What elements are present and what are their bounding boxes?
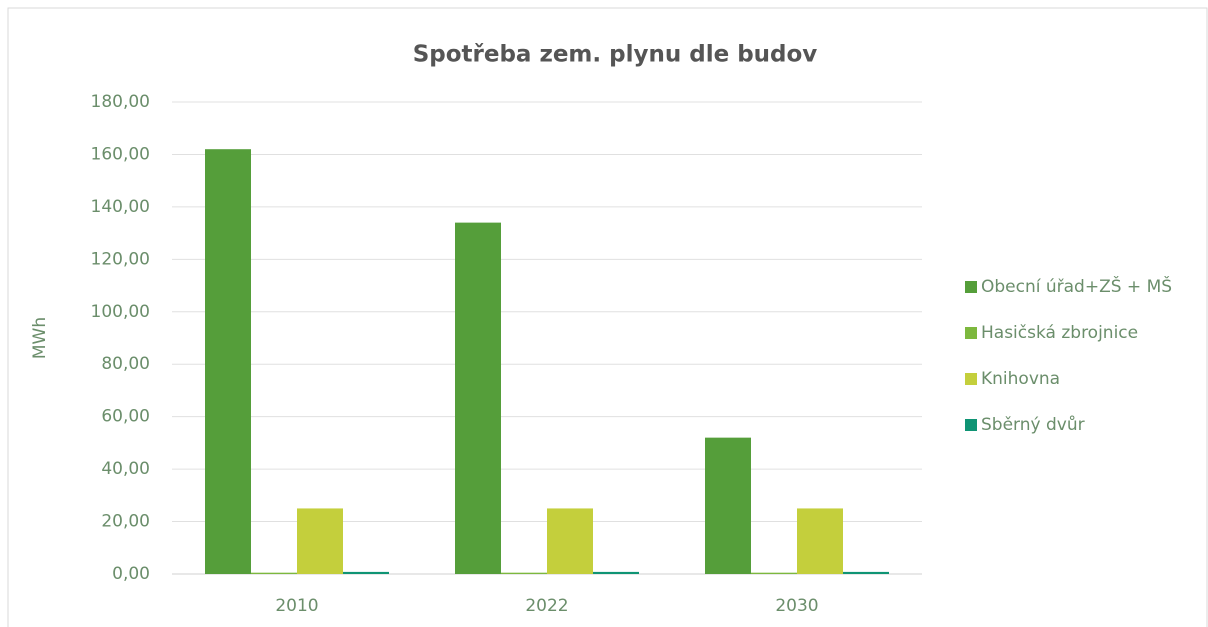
- bar: [593, 571, 639, 574]
- y-tick-label: 180,00: [91, 92, 150, 112]
- bar: [501, 572, 547, 574]
- legend-label: Knihovna: [981, 369, 1060, 389]
- bar: [547, 508, 593, 574]
- legend-label: Hasičská zbrojnice: [981, 323, 1138, 343]
- legend-swatch: [965, 281, 977, 293]
- y-tick-label: 40,00: [101, 459, 150, 479]
- legend-label: Sběrný dvůr: [981, 415, 1085, 435]
- legend-swatch: [965, 373, 977, 385]
- y-tick-label: 20,00: [101, 512, 150, 532]
- y-tick-label: 120,00: [91, 249, 150, 269]
- bar: [205, 149, 251, 574]
- bar: [343, 571, 389, 574]
- y-tick-label: 80,00: [101, 354, 150, 374]
- y-axis-label: MWh: [30, 317, 50, 359]
- bar: [705, 437, 751, 574]
- chart-title: Spotřeba zem. plynu dle budov: [413, 42, 818, 68]
- bar: [797, 508, 843, 574]
- chart-border: [7, 7, 1208, 627]
- bar: [455, 222, 501, 574]
- x-tick-label: 2030: [775, 596, 818, 616]
- legend-label: Obecní úřad+ZŠ + MŠ: [981, 275, 1172, 297]
- bar: [251, 572, 297, 574]
- y-tick-label: 100,00: [91, 302, 150, 322]
- x-tick-label: 2022: [525, 596, 568, 616]
- bar: [843, 571, 889, 574]
- x-tick-label: 2010: [275, 596, 318, 616]
- y-tick-label: 0,00: [112, 564, 150, 584]
- bar: [751, 572, 797, 574]
- legend-swatch: [965, 419, 977, 431]
- y-tick-label: 60,00: [101, 407, 150, 427]
- y-tick-label: 160,00: [91, 144, 150, 164]
- y-tick-label: 140,00: [91, 197, 150, 217]
- legend-swatch: [965, 327, 977, 339]
- bar: [297, 508, 343, 574]
